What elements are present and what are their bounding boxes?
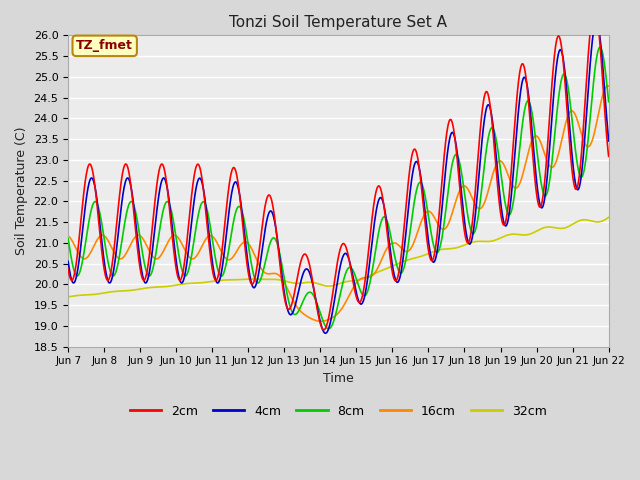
Legend: 2cm, 4cm, 8cm, 16cm, 32cm: 2cm, 4cm, 8cm, 16cm, 32cm [125,400,552,423]
Text: TZ_fmet: TZ_fmet [76,39,133,52]
Title: Tonzi Soil Temperature Set A: Tonzi Soil Temperature Set A [229,15,447,30]
X-axis label: Time: Time [323,372,354,385]
Y-axis label: Soil Temperature (C): Soil Temperature (C) [15,127,28,255]
